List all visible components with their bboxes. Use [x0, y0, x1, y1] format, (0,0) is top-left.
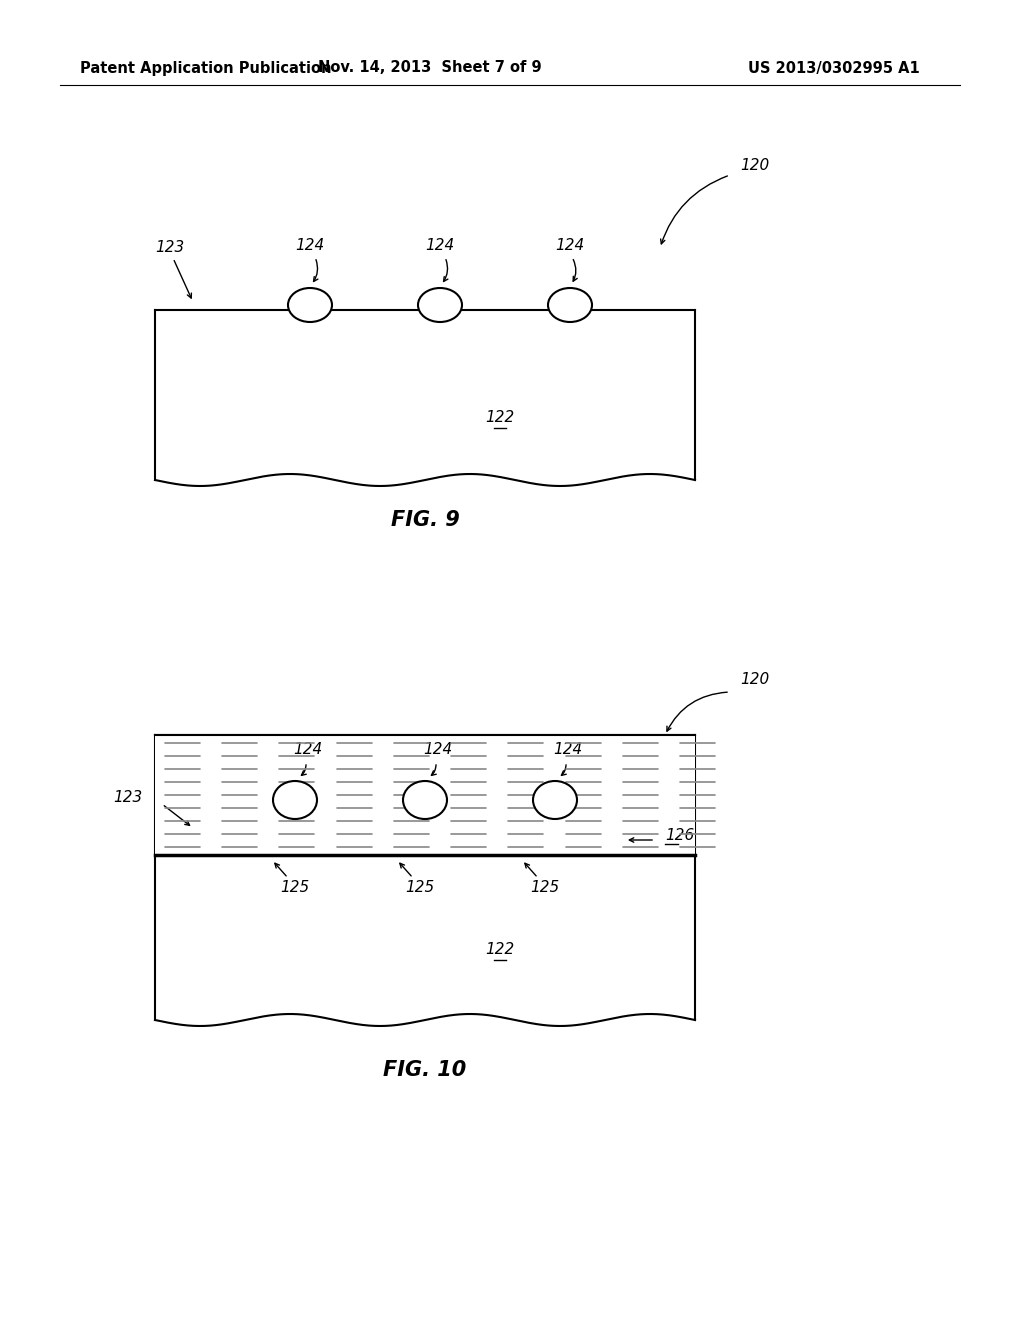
Text: 123: 123 — [155, 240, 184, 256]
Text: 120: 120 — [740, 672, 769, 688]
Ellipse shape — [548, 288, 592, 322]
Text: Nov. 14, 2013  Sheet 7 of 9: Nov. 14, 2013 Sheet 7 of 9 — [318, 61, 542, 75]
Text: 125: 125 — [406, 880, 434, 895]
Polygon shape — [155, 735, 695, 1026]
Text: 122: 122 — [485, 942, 515, 957]
Text: 124: 124 — [553, 742, 583, 758]
Text: 124: 124 — [295, 238, 325, 252]
Text: 124: 124 — [425, 238, 455, 252]
Text: 124: 124 — [423, 742, 453, 758]
Polygon shape — [155, 310, 695, 486]
Ellipse shape — [418, 288, 462, 322]
Text: 124: 124 — [293, 742, 323, 758]
Ellipse shape — [273, 781, 317, 818]
Text: 124: 124 — [555, 238, 585, 252]
Ellipse shape — [288, 288, 332, 322]
Ellipse shape — [534, 781, 577, 818]
Text: 125: 125 — [530, 880, 560, 895]
Text: 123: 123 — [114, 791, 143, 805]
Text: 122: 122 — [485, 411, 515, 425]
Text: Patent Application Publication: Patent Application Publication — [80, 61, 332, 75]
Text: FIG. 9: FIG. 9 — [390, 510, 460, 531]
Bar — [155, 735, 695, 855]
Text: 120: 120 — [740, 157, 769, 173]
Text: FIG. 10: FIG. 10 — [383, 1060, 467, 1080]
Ellipse shape — [403, 781, 447, 818]
Text: US 2013/0302995 A1: US 2013/0302995 A1 — [749, 61, 920, 75]
Text: 126: 126 — [665, 828, 694, 842]
Text: 125: 125 — [281, 880, 309, 895]
